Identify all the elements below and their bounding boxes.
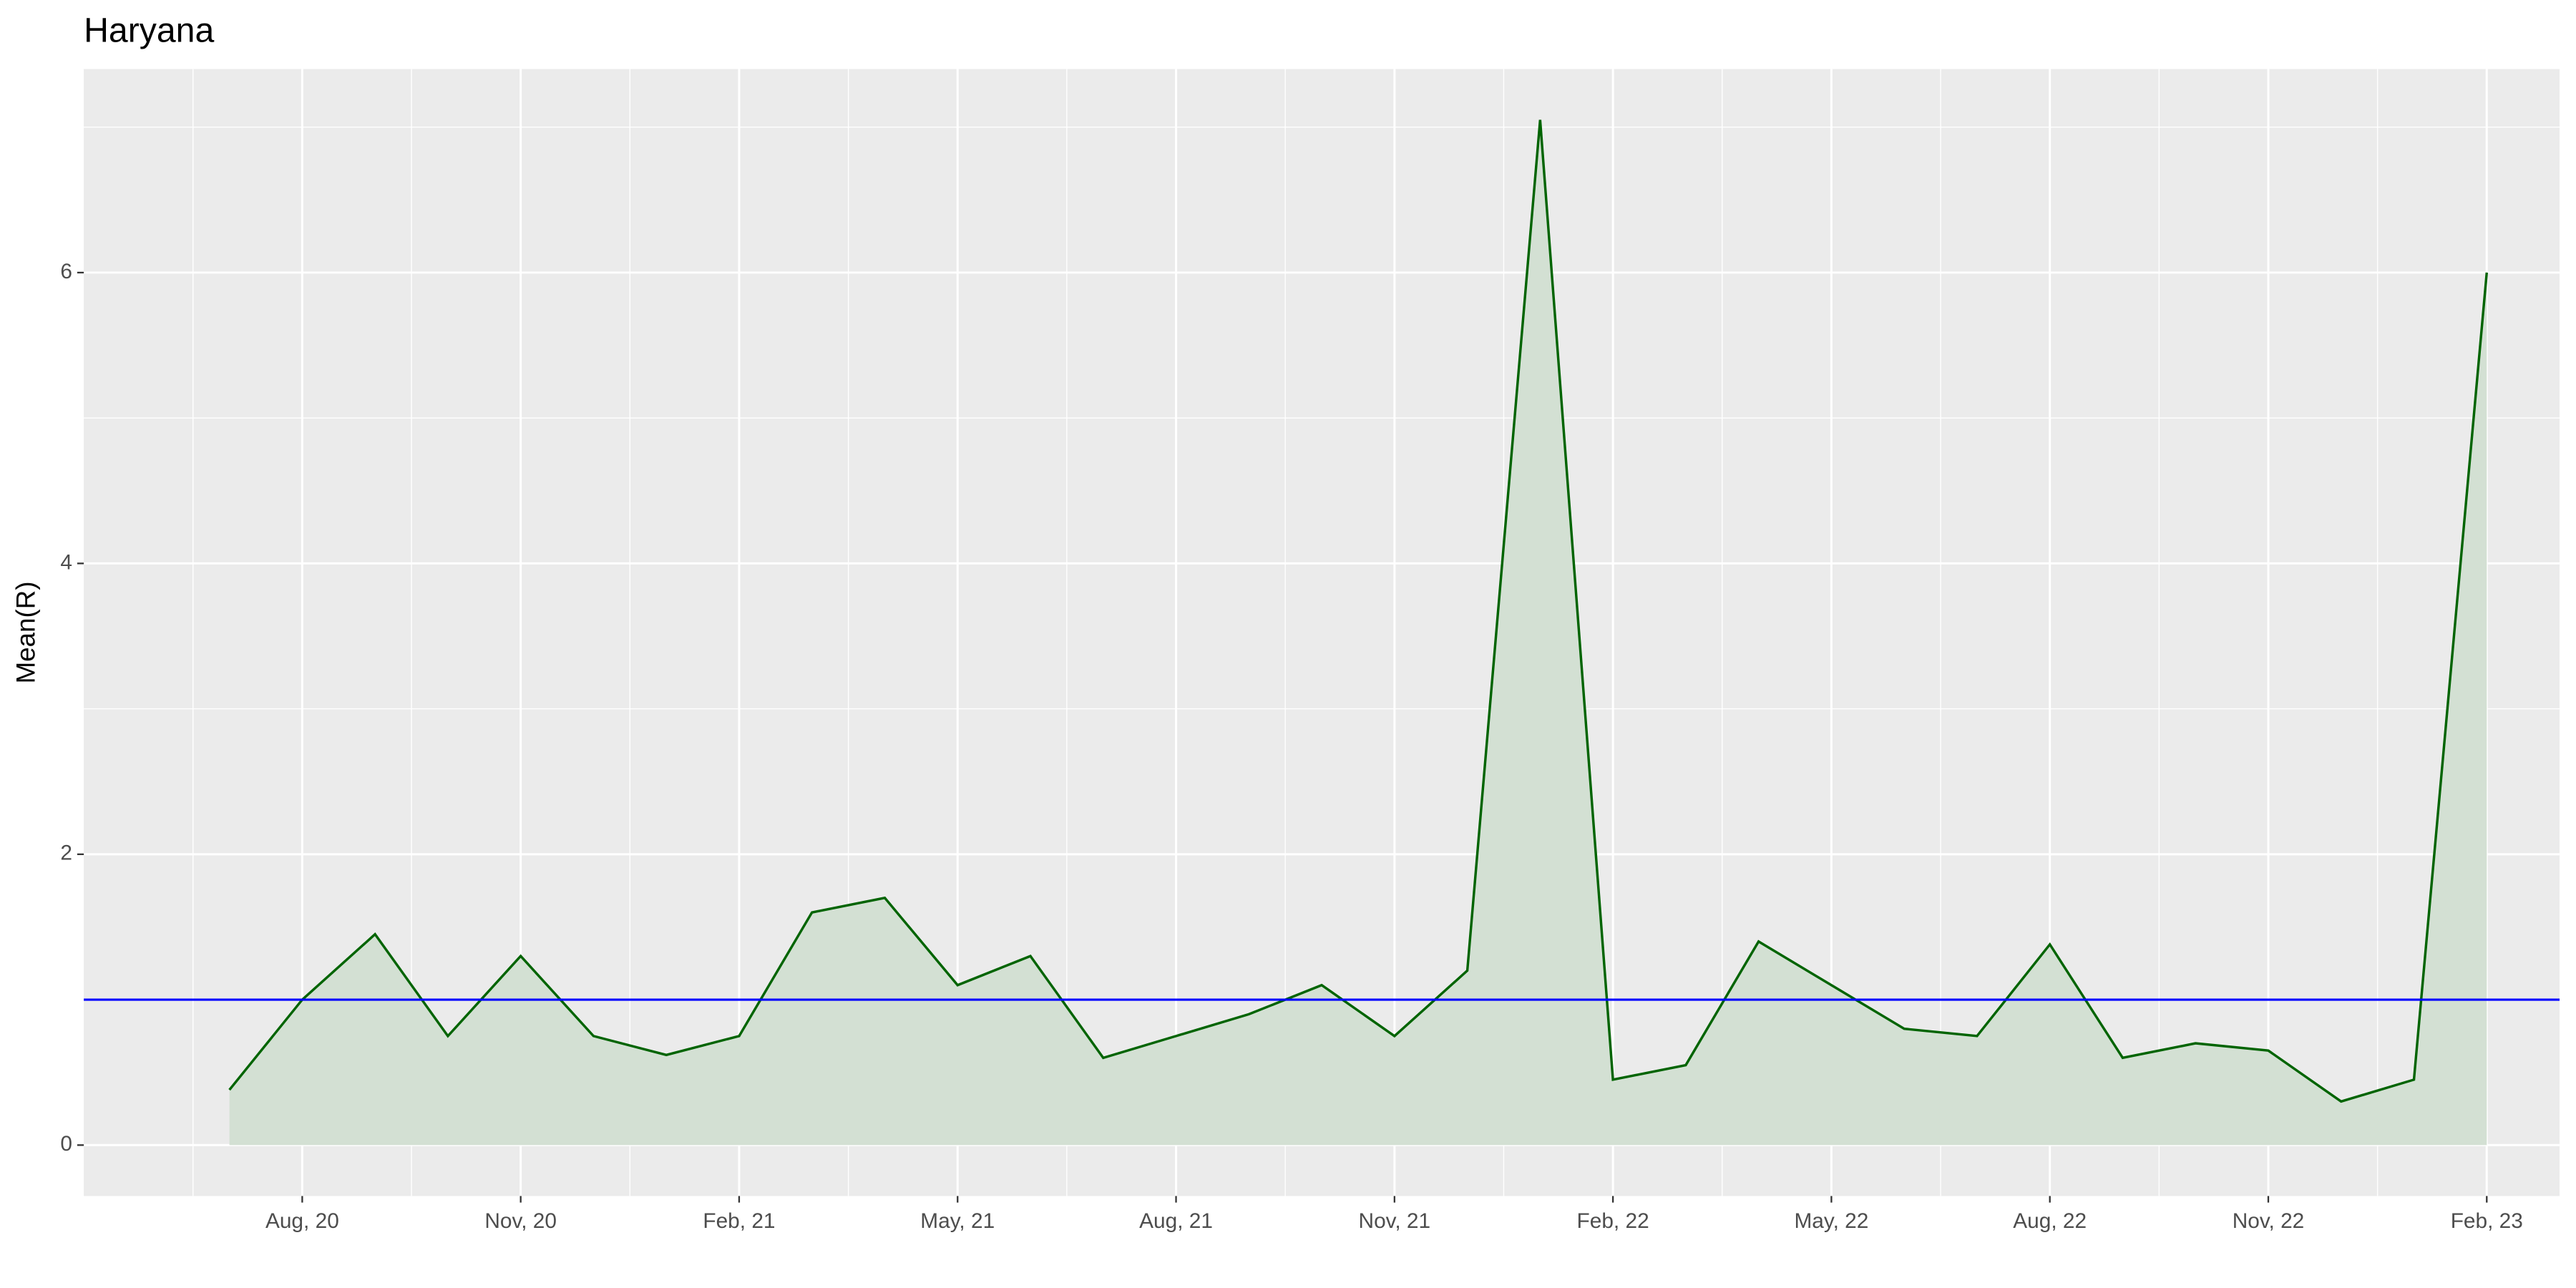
x-tick-label: Nov, 20 (484, 1209, 557, 1233)
x-tick-label: Aug, 20 (265, 1209, 339, 1233)
x-tick-label: May, 22 (1794, 1209, 1868, 1233)
area (229, 119, 2487, 1146)
x-tick-label: Feb, 22 (1577, 1209, 1649, 1233)
x-tick-label: Feb, 21 (703, 1209, 775, 1233)
line (228, 119, 2489, 1103)
x-tick-label: Nov, 21 (1359, 1209, 1431, 1233)
y-tick-label: 2 (60, 841, 72, 865)
x-tick-label: Nov, 22 (2233, 1209, 2305, 1233)
x-tick-label: May, 21 (920, 1209, 995, 1233)
y-axis-title: Mean(R) (11, 582, 41, 684)
x-tick-label: Aug, 22 (2013, 1209, 2087, 1233)
y-tick-label: 6 (60, 260, 72, 283)
chart-title: Haryana (84, 11, 214, 50)
x-tick-label: Feb, 23 (2451, 1209, 2523, 1233)
x-tick-label: Aug, 21 (1139, 1209, 1213, 1233)
y-tick-label: 4 (60, 550, 72, 574)
y-tick-label: 0 (60, 1132, 72, 1156)
